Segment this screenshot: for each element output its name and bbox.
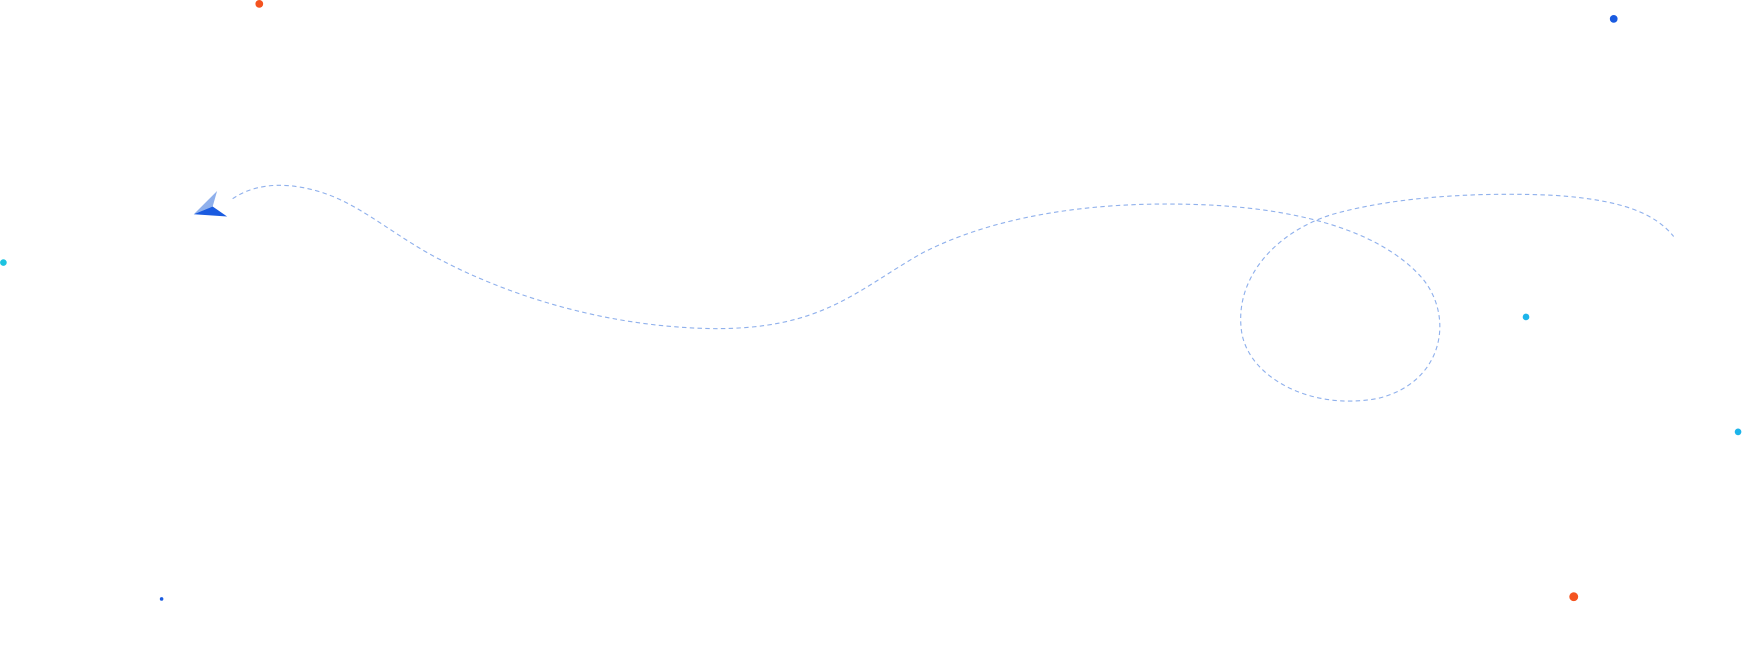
dot: [1609, 14, 1618, 23]
paper-plane: [193, 190, 228, 217]
dot: [1734, 428, 1742, 436]
dot: [1522, 313, 1530, 321]
plane-wing-dark: [193, 206, 228, 217]
dot: [1569, 592, 1579, 602]
dot: [0, 259, 7, 266]
dot: [159, 597, 164, 601]
flight-path: [232, 184, 1675, 402]
dot: [255, 0, 264, 8]
plane-wing-light: [193, 190, 218, 215]
